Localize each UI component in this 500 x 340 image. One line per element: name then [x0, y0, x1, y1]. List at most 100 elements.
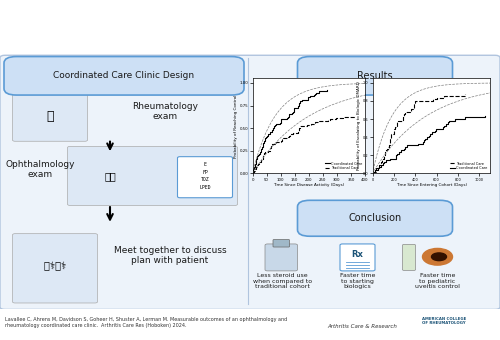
Traditional Care — [392, 127, 398, 131]
Text: Meet together to discuss
plan with patient: Meet together to discuss plan with patie… — [114, 246, 226, 265]
Text: Rx: Rx — [352, 250, 364, 259]
Text: FP: FP — [202, 170, 208, 174]
Coordinated Care — [393, 153, 399, 157]
Coordinated Care — [256, 152, 262, 156]
Text: Measurable Outcomes of an Ophthalmology and Rheumatology
Coordinated Care Clinic: Measurable Outcomes of an Ophthalmology … — [13, 12, 487, 40]
FancyBboxPatch shape — [12, 234, 98, 303]
Traditional Care — [376, 165, 382, 169]
Coordinated Care — [376, 165, 382, 169]
Text: Faster time
to pediatric
uveitis control: Faster time to pediatric uveitis control — [415, 273, 460, 289]
Text: Faster time
to starting
biologics: Faster time to starting biologics — [340, 273, 375, 289]
Coordinated Care — [370, 170, 376, 174]
FancyBboxPatch shape — [12, 92, 88, 141]
Y-axis label: Probability of Reaching Control: Probability of Reaching Control — [234, 94, 238, 157]
Coordinated Care — [424, 135, 430, 139]
Coordinated Care — [462, 115, 468, 119]
Traditional Care — [412, 99, 418, 103]
Traditional Care — [386, 143, 392, 148]
Coordinated Care — [384, 158, 390, 162]
Coordinated Care — [270, 125, 276, 130]
Traditional Care — [400, 117, 406, 121]
Coordinated Care — [372, 168, 378, 172]
Coordinated Care — [398, 148, 404, 152]
Traditional Care — [380, 155, 386, 159]
Traditional Care — [280, 136, 286, 140]
Coordinated Care — [380, 162, 386, 166]
Traditional Care — [378, 162, 384, 166]
Text: AMERICAN COLLEGE
OF RHEUMATOLOGY: AMERICAN COLLEGE OF RHEUMATOLOGY — [422, 317, 467, 330]
Coordinated Care — [297, 100, 303, 104]
Traditional Care — [380, 156, 386, 160]
Line: Coordinated Care: Coordinated Care — [372, 116, 484, 173]
Traditional Care — [434, 96, 440, 100]
Coordinated Care — [375, 166, 381, 170]
Coordinated Care — [416, 142, 422, 146]
Traditional Care — [250, 171, 256, 175]
Traditional Care — [370, 171, 376, 175]
Coordinated Care — [442, 124, 448, 128]
Coordinated Care — [482, 114, 488, 118]
Traditional Care — [286, 134, 292, 138]
Coordinated Care — [296, 101, 302, 105]
Traditional Care — [325, 118, 331, 122]
Coordinated Care — [428, 130, 434, 134]
Coordinated Care — [259, 146, 265, 150]
Traditional Care — [382, 152, 388, 156]
Traditional Care — [388, 137, 394, 141]
Coordinated Care — [370, 171, 376, 175]
Traditional Care — [378, 158, 384, 162]
Circle shape — [432, 253, 446, 261]
Traditional Care — [252, 167, 258, 171]
Coordinated Care — [392, 155, 398, 159]
Traditional Care — [352, 114, 358, 118]
Text: Lavallee C, Ahrens M, Davidson S, Goheer H, Shuster A, Lerman M. Measurable outc: Lavallee C, Ahrens M, Davidson S, Goheer… — [5, 317, 287, 328]
Text: 👨‍⚕️👩‍⚕️: 👨‍⚕️👩‍⚕️ — [44, 261, 66, 271]
X-axis label: Time Since Disease Activity (Days): Time Since Disease Activity (Days) — [273, 183, 344, 187]
Traditional Care — [406, 109, 412, 113]
Traditional Care — [268, 144, 274, 148]
Traditional Care — [386, 142, 392, 146]
Traditional Care — [410, 105, 416, 109]
Traditional Care — [382, 150, 388, 154]
FancyBboxPatch shape — [273, 240, 289, 247]
Traditional Care — [388, 138, 394, 142]
FancyBboxPatch shape — [340, 244, 375, 271]
Y-axis label: Probability of Escalating to Biologic DMARD: Probability of Escalating to Biologic DM… — [358, 81, 362, 170]
Traditional Care — [411, 102, 417, 106]
Coordinated Care — [422, 138, 428, 142]
Text: TOZ: TOZ — [200, 177, 209, 182]
Traditional Care — [408, 107, 414, 111]
Traditional Care — [372, 170, 378, 174]
Traditional Care — [402, 112, 407, 116]
Line: Coordinated Care: Coordinated Care — [252, 90, 327, 173]
Coordinated Care — [432, 129, 438, 133]
Coordinated Care — [404, 143, 410, 148]
Traditional Care — [394, 120, 400, 124]
Coordinated Care — [388, 156, 394, 160]
Traditional Care — [412, 101, 418, 105]
Traditional Care — [410, 104, 416, 108]
Coordinated Care — [440, 125, 446, 129]
Coordinated Care — [428, 132, 434, 136]
Text: Less steroid use
when compared to
traditional cohort: Less steroid use when compared to tradit… — [253, 273, 312, 289]
Text: 🏥: 🏥 — [46, 110, 54, 123]
Traditional Care — [386, 145, 392, 149]
Text: Results: Results — [357, 71, 393, 81]
Traditional Care — [400, 115, 406, 119]
Traditional Care — [378, 160, 384, 164]
Traditional Care — [388, 135, 394, 139]
Traditional Care — [390, 130, 396, 134]
Coordinated Care — [432, 127, 438, 131]
FancyBboxPatch shape — [298, 200, 452, 236]
Text: Conclusion: Conclusion — [348, 213, 402, 223]
Traditional Care — [462, 92, 468, 97]
X-axis label: Time Since Entering Cohort (Days): Time Since Entering Cohort (Days) — [396, 183, 467, 187]
Traditional Care — [387, 140, 393, 144]
Text: Rheumatology
exam: Rheumatology exam — [132, 102, 198, 121]
Coordinated Care — [452, 117, 458, 121]
Coordinated Care — [257, 150, 263, 154]
Traditional Care — [390, 129, 396, 133]
Coordinated Care — [426, 134, 432, 138]
Coordinated Care — [422, 137, 428, 141]
Traditional Care — [383, 148, 389, 152]
